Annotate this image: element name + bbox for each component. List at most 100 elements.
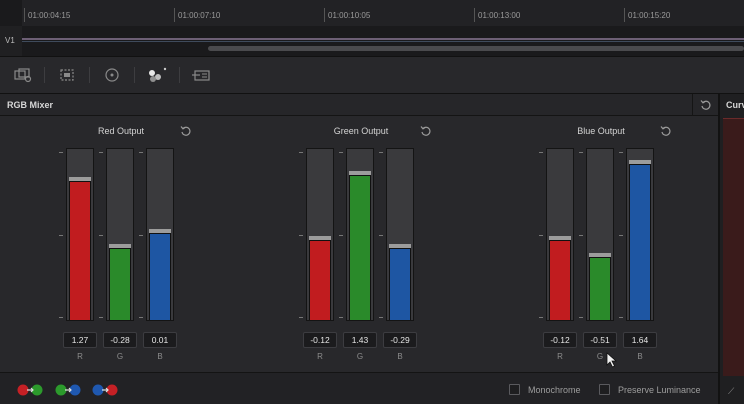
blue-output-reset-button[interactable] xyxy=(660,124,674,138)
curves-graph[interactable] xyxy=(723,118,744,376)
motion-effects-button[interactable] xyxy=(12,65,34,85)
key-icon xyxy=(192,70,210,81)
rgb-mixer-button[interactable] xyxy=(146,65,168,85)
channel-slider[interactable]: -0.12 R xyxy=(539,148,577,361)
slider-tick xyxy=(539,317,543,318)
swap-red-green-button[interactable] xyxy=(17,384,43,396)
channel-value-field[interactable]: -0.51 xyxy=(583,332,617,348)
sizing-icon xyxy=(60,69,74,81)
sizing-button[interactable] xyxy=(56,65,78,85)
timeline[interactable]: 01:00:04:15 01:00:07:10 01:00:10:05 01:0… xyxy=(0,0,744,56)
channel-slider[interactable]: 0.01 B xyxy=(139,148,177,361)
slider-track[interactable] xyxy=(99,148,134,321)
ruler-tick xyxy=(24,8,25,22)
mouse-cursor-icon xyxy=(606,352,618,368)
channel-label: R xyxy=(557,352,563,361)
slider-tick xyxy=(619,317,623,318)
slider-track[interactable] xyxy=(59,148,94,321)
group-title: Green Output xyxy=(333,126,389,136)
channel-value-field[interactable]: -0.12 xyxy=(543,332,577,348)
slider-tick xyxy=(139,235,143,236)
slider-fill xyxy=(549,240,571,320)
ruler-tick xyxy=(474,8,475,22)
slider-tick xyxy=(59,317,63,318)
slider-handle[interactable] xyxy=(109,244,131,248)
channel-slider[interactable]: -0.12 R xyxy=(299,148,337,361)
channel-slider[interactable]: 1.27 R xyxy=(59,148,97,361)
channel-slider[interactable]: -0.29 B xyxy=(379,148,417,361)
slider-handle[interactable] xyxy=(309,236,331,240)
channel-value-field[interactable]: 1.27 xyxy=(63,332,97,348)
slider-tick xyxy=(619,235,623,236)
channel-label: B xyxy=(637,352,643,361)
curves-footer-icon[interactable]: ⟋ xyxy=(728,386,735,396)
channel-value-field[interactable]: -0.29 xyxy=(383,332,417,348)
video-track-clip[interactable] xyxy=(22,38,744,40)
key-button[interactable] xyxy=(191,65,213,85)
channel-label: B xyxy=(397,352,403,361)
palette-toolbar xyxy=(0,56,744,94)
toolbar-divider xyxy=(89,67,90,83)
channel-value-field[interactable]: 1.43 xyxy=(343,332,377,348)
slider-fill xyxy=(309,240,331,320)
slider-tick xyxy=(99,152,103,153)
channel-slider[interactable]: -0.28 G xyxy=(99,148,137,361)
slider-tick xyxy=(299,317,303,318)
curves-panel: Curv ⟋ xyxy=(718,94,744,404)
slider-track[interactable] xyxy=(339,148,374,321)
channel-slider[interactable]: -0.51 G xyxy=(579,148,617,361)
channel-slider[interactable]: 1.43 G xyxy=(339,148,377,361)
swap-channels-icon xyxy=(92,384,118,396)
tracker-button[interactable] xyxy=(101,65,123,85)
green-output-reset-button[interactable] xyxy=(420,124,434,138)
channel-value-field[interactable]: 1.64 xyxy=(623,332,657,348)
monochrome-checkbox[interactable] xyxy=(509,384,520,395)
slider-track[interactable] xyxy=(579,148,614,321)
slider-handle[interactable] xyxy=(389,244,411,248)
mixer-footer: Monochrome Preserve Luminance xyxy=(0,372,718,404)
panel-reset-button[interactable] xyxy=(692,94,718,116)
swap-blue-red-button[interactable] xyxy=(92,384,118,396)
channel-value-field[interactable]: -0.12 xyxy=(303,332,337,348)
slider-handle[interactable] xyxy=(149,229,171,233)
ruler-tick xyxy=(174,8,175,22)
rgb-mixer-panel: Red Output 1.27 R -0.28 G 0.01 B Green Outp… xyxy=(0,116,718,372)
slider-handle[interactable] xyxy=(629,160,651,164)
preserve-luminance-checkbox[interactable] xyxy=(599,384,610,395)
reset-icon xyxy=(660,126,671,136)
swap-channels-icon xyxy=(17,384,43,396)
slider-track[interactable] xyxy=(299,148,334,321)
slider-tick xyxy=(59,235,63,236)
swap-green-blue-button[interactable] xyxy=(55,384,81,396)
reset-icon xyxy=(180,126,191,136)
slider-track[interactable] xyxy=(139,148,174,321)
channel-value-field[interactable]: 0.01 xyxy=(143,332,177,348)
slider-tick xyxy=(339,152,343,153)
slider-fill xyxy=(389,248,411,320)
timecode-label: 01:00:10:05 xyxy=(328,11,371,20)
timecode-ruler[interactable]: 01:00:04:15 01:00:07:10 01:00:10:05 01:0… xyxy=(22,0,744,26)
monochrome-label: Monochrome xyxy=(528,385,581,395)
timecode-label: 01:00:13:00 xyxy=(478,11,521,20)
timeline-scrollbar[interactable] xyxy=(208,46,744,51)
slider-handle[interactable] xyxy=(349,171,371,175)
red-output-group: Red Output 1.27 R -0.28 G 0.01 B xyxy=(59,116,206,372)
slider-track[interactable] xyxy=(619,148,654,321)
slider-fill xyxy=(149,233,171,320)
slider-handle[interactable] xyxy=(549,236,571,240)
slider-fill xyxy=(589,257,611,320)
slider-track[interactable] xyxy=(539,148,574,321)
slider-tick xyxy=(379,235,383,236)
reset-icon xyxy=(420,126,431,136)
curves-title: Curv xyxy=(726,100,744,110)
slider-fill xyxy=(629,164,651,320)
slider-handle[interactable] xyxy=(69,177,91,181)
slider-tick xyxy=(579,235,583,236)
slider-tick xyxy=(139,152,143,153)
channel-slider[interactable]: 1.64 B xyxy=(619,148,657,361)
channel-value-field[interactable]: -0.28 xyxy=(103,332,137,348)
red-output-reset-button[interactable] xyxy=(180,124,194,138)
slider-handle[interactable] xyxy=(589,253,611,257)
slider-track[interactable] xyxy=(379,148,414,321)
green-output-group: Green Output -0.12 R 1.43 G -0.29 B xyxy=(299,116,446,372)
